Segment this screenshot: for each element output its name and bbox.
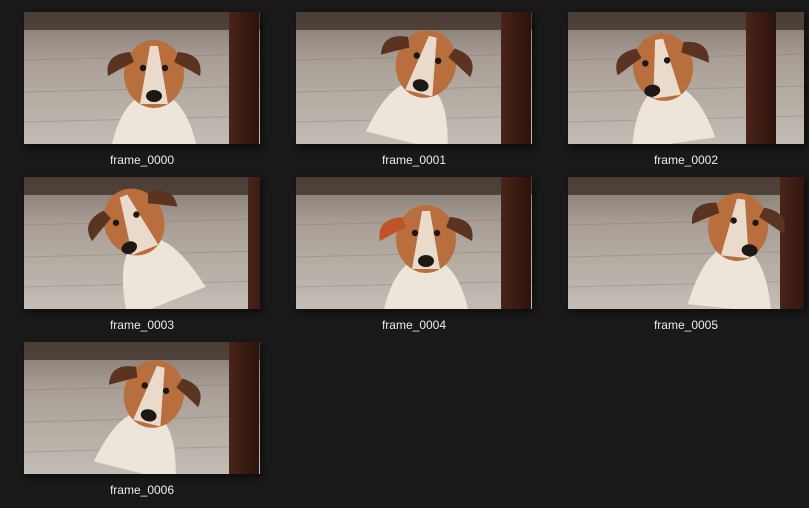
- dog-blaze: [405, 35, 437, 97]
- floor-board: [568, 250, 804, 258]
- dog-eye-right: [663, 57, 671, 64]
- dog-chest: [632, 84, 716, 144]
- dog-eye-left: [112, 219, 120, 227]
- dog-nose: [741, 244, 758, 257]
- file-name-label: frame_0001: [381, 153, 447, 167]
- dog-figure: [88, 188, 206, 309]
- thumbnail-item[interactable]: frame_0003: [24, 177, 260, 332]
- file-name-label: frame_0002: [653, 153, 719, 167]
- thumbnail-item[interactable]: frame_0004: [296, 177, 532, 332]
- dog-eye-right: [433, 229, 441, 237]
- photo-wall: [24, 177, 260, 195]
- wooden-post: [229, 12, 259, 144]
- photo-wall: [296, 12, 532, 30]
- dog-eye-right: [161, 64, 169, 72]
- dog-nose: [644, 84, 661, 97]
- file-name-label: frame_0006: [109, 483, 175, 497]
- file-name-label: frame_0005: [653, 318, 719, 332]
- dog-figure: [107, 40, 201, 144]
- dog-chest: [384, 257, 468, 309]
- dog-ear-left: [108, 366, 138, 385]
- wooden-post: [501, 177, 531, 309]
- dog-nose: [418, 255, 434, 267]
- dog-figure: [687, 193, 785, 309]
- thumbnail-item[interactable]: frame_0000: [24, 12, 260, 167]
- photo-background: [568, 177, 804, 309]
- dog-blaze: [412, 211, 440, 269]
- wooden-post: [229, 342, 259, 474]
- dog-ear-right: [148, 190, 178, 207]
- dog-photo-thumbnail[interactable]: [24, 177, 260, 309]
- dog-photo-thumbnail[interactable]: [568, 12, 804, 144]
- wooden-post: [746, 12, 776, 144]
- dog-blaze: [119, 194, 159, 256]
- dog-ear-left: [380, 36, 410, 55]
- dog-figure: [616, 33, 716, 144]
- dog-ear-right: [759, 207, 785, 234]
- file-name-label: frame_0003: [109, 318, 175, 332]
- dog-photo-thumbnail[interactable]: [296, 12, 532, 144]
- dog-chest: [122, 237, 206, 309]
- dog-ear-right: [446, 217, 473, 241]
- dog-photo-thumbnail[interactable]: [24, 342, 260, 474]
- photo-wall: [568, 177, 804, 195]
- dog-chest: [365, 81, 448, 144]
- wooden-post: [501, 12, 531, 144]
- dog-chest: [687, 244, 772, 309]
- dog-figure: [379, 205, 473, 309]
- dog-blaze: [140, 46, 168, 104]
- dog-photo-thumbnail[interactable]: [296, 177, 532, 309]
- dog-eye-left: [730, 217, 737, 224]
- dog-photo-thumbnail[interactable]: [568, 177, 804, 309]
- photo-wall: [24, 12, 260, 30]
- dog-figure: [365, 30, 473, 144]
- dog-photo-thumbnail[interactable]: [24, 12, 260, 144]
- thumbnail-item[interactable]: frame_0005: [568, 177, 804, 332]
- dog-eye-left: [141, 382, 148, 389]
- dog-eye-right: [434, 57, 442, 65]
- dog-blaze: [720, 198, 749, 259]
- dog-ear-right: [176, 378, 201, 408]
- dog-nose: [146, 90, 162, 102]
- dog-blaze: [653, 38, 682, 99]
- dog-eye-left: [411, 229, 419, 237]
- dog-eye-right: [133, 211, 140, 218]
- dog-nose: [121, 241, 138, 254]
- dog-blaze: [133, 365, 165, 427]
- photo-wall: [24, 342, 260, 360]
- dog-ear-right: [174, 52, 201, 76]
- dog-ear-right: [448, 48, 473, 78]
- dog-chest: [112, 92, 196, 144]
- dog-eye-right: [752, 219, 759, 227]
- dog-ear-left: [107, 52, 134, 76]
- dog-ear-left: [692, 202, 720, 225]
- dog-ear-right: [681, 41, 709, 63]
- dog-eye-left: [642, 60, 649, 67]
- wooden-post: [248, 177, 260, 309]
- dog-eye-left: [413, 52, 420, 59]
- dog-eye-left: [139, 64, 147, 72]
- dog-chest: [93, 411, 176, 474]
- dog-figure: [93, 360, 201, 474]
- file-name-label: frame_0000: [109, 153, 175, 167]
- thumbnail-item[interactable]: frame_0001: [296, 12, 532, 167]
- thumbnail-item[interactable]: frame_0002: [568, 12, 804, 167]
- dog-ear-left: [616, 48, 642, 76]
- dog-nose: [140, 409, 157, 422]
- file-name-label: frame_0004: [381, 318, 447, 332]
- dog-ear-left: [379, 217, 406, 241]
- thumbnail-item[interactable]: frame_0006: [24, 342, 260, 497]
- dog-ear-left: [88, 210, 111, 242]
- photo-wall: [568, 12, 804, 30]
- dog-eye-right: [162, 387, 170, 395]
- wooden-post: [780, 177, 804, 309]
- dog-nose: [412, 79, 429, 92]
- photo-wall: [296, 177, 532, 195]
